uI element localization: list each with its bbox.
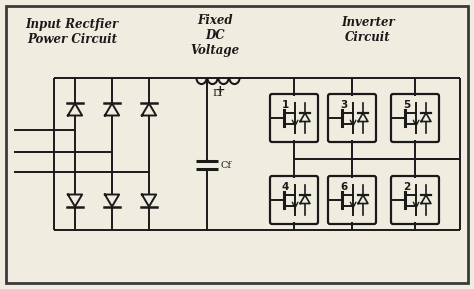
Text: 1: 1 <box>282 100 289 110</box>
Text: +: + <box>215 84 226 97</box>
Text: 4: 4 <box>282 182 289 192</box>
Text: 6: 6 <box>340 182 347 192</box>
Text: 2: 2 <box>403 182 410 192</box>
Text: Inverter
Circuit: Inverter Circuit <box>341 16 395 44</box>
Text: 3: 3 <box>340 100 347 110</box>
Text: 5: 5 <box>403 100 410 110</box>
Text: Lf: Lf <box>213 89 223 98</box>
Text: Fixed
DC
Voltage: Fixed DC Voltage <box>191 14 239 57</box>
Text: Input Rectfier
Power Circuit: Input Rectfier Power Circuit <box>26 18 119 46</box>
Text: Cf: Cf <box>221 160 232 170</box>
